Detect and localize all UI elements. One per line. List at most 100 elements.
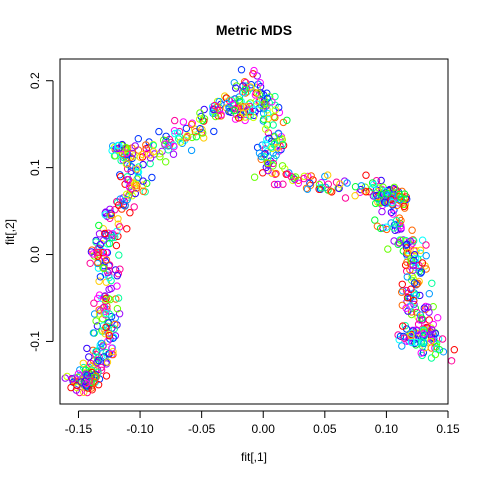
data-point [246,83,255,91]
data-point [418,236,427,244]
data-point [95,230,104,238]
data-point [130,179,138,187]
data-point [264,109,272,118]
data-point [89,329,98,337]
data-point [142,141,150,149]
data-point [438,335,447,343]
data-point [429,320,437,329]
data-point [260,115,268,123]
data-point [428,326,436,334]
x-tick-label: -0.05 [188,422,216,436]
x-tick-label: -0.10 [126,422,154,436]
data-point [210,101,219,110]
data-point [142,150,151,158]
data-point [409,266,417,274]
data-point [390,183,398,192]
data-point [123,195,131,204]
data-point [396,192,404,201]
data-point [125,183,134,191]
data-point [79,363,88,372]
data-point [139,177,147,185]
data-point [84,384,92,392]
data-point [114,294,123,302]
data-point [156,153,164,161]
data-point [116,265,124,273]
data-point [88,386,96,394]
data-point [422,252,430,260]
data-point [231,115,240,123]
data-point [74,370,83,378]
data-point [274,144,282,152]
data-point [362,188,370,196]
data-point [387,208,396,217]
data-point [68,374,76,383]
data-point [92,350,100,359]
data-point [134,135,143,143]
data-point [94,245,102,253]
data-point [246,112,254,120]
data-point [251,91,260,99]
data-point [427,330,435,338]
data-point [101,292,109,300]
data-point [291,173,300,181]
data-point [77,378,85,386]
data-point [239,82,247,90]
data-point [222,104,231,112]
data-point [407,331,415,340]
x-tick-label: -0.15 [65,422,93,436]
data-point [100,264,108,273]
data-point [409,261,417,270]
data-point [110,325,119,333]
x-tick-label: 0.15 [436,422,460,436]
data-point [102,256,111,264]
data-point [139,160,147,169]
data-point [128,163,136,171]
data-point [426,337,435,346]
data-point [187,120,196,129]
data-point [410,279,419,287]
data-point [250,66,258,75]
data-point [176,138,185,146]
data-point [108,146,116,155]
plot-frame [59,58,449,405]
data-point [103,322,112,330]
data-point [398,280,406,288]
data-point [373,191,381,200]
data-point [111,206,119,214]
data-point [425,290,433,298]
data-point [419,330,427,338]
x-tick-label: 0.10 [375,422,399,436]
data-point [434,314,442,322]
data-point [102,310,110,318]
data-point [411,255,420,263]
data-point [116,172,125,181]
data-point [413,338,421,346]
data-point [89,250,97,258]
data-point [351,183,360,191]
data-point [115,310,124,318]
data-point [283,116,291,125]
data-point [271,113,279,122]
data-point [417,349,425,357]
data-point [169,150,178,158]
data-point [265,134,273,143]
data-point [307,172,315,180]
data-point [368,179,377,187]
data-point [414,279,422,287]
data-point [230,106,239,115]
data-point [407,302,415,310]
data-point [95,291,104,299]
data-point [378,207,386,216]
data-point [237,103,245,111]
data-point [100,253,109,262]
data-point [264,166,272,175]
data-point [382,191,390,199]
data-point [371,216,379,224]
data-point [428,279,436,287]
data-point [162,132,170,141]
data-point [398,288,406,296]
data-point [223,99,232,108]
y-tick-label: 0.0 [28,246,42,263]
data-point [116,223,124,231]
data-point [123,225,131,233]
